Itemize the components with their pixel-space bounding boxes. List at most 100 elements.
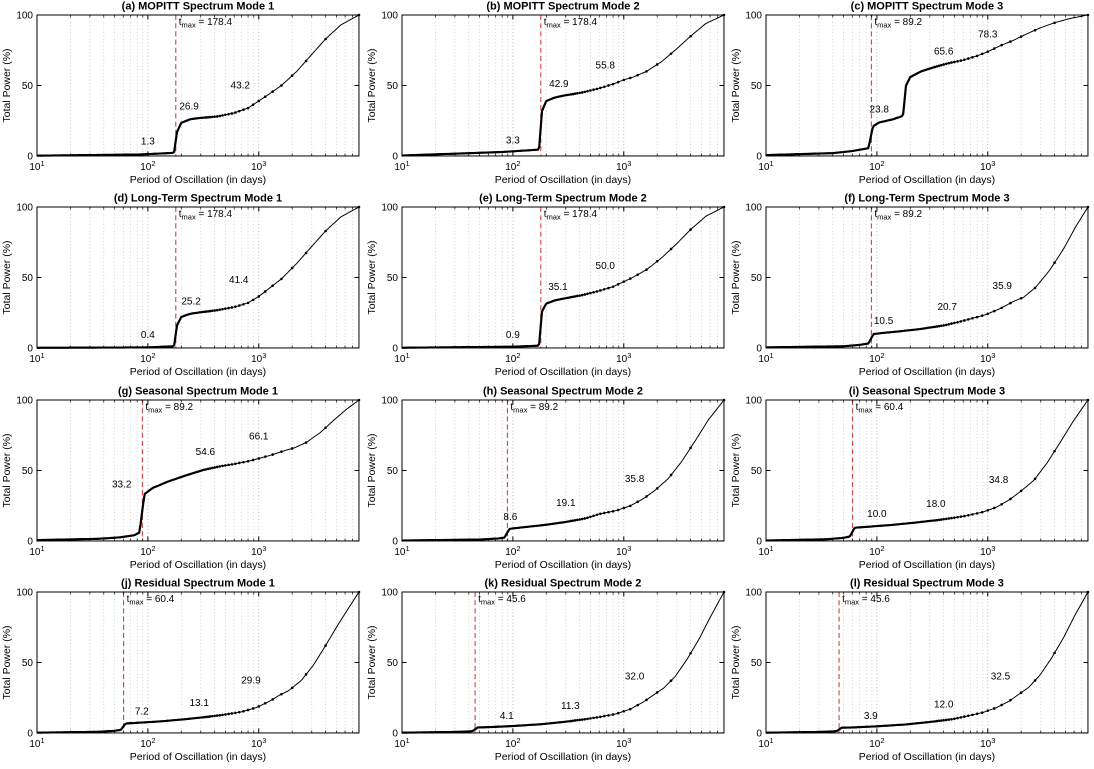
annotation-value: 42.9 xyxy=(549,79,569,90)
data-marker xyxy=(204,310,208,314)
x-tick-label: 103 xyxy=(616,351,631,365)
annotation-value: 78.3 xyxy=(978,30,998,41)
data-marker xyxy=(578,91,581,95)
data-marker xyxy=(669,473,673,476)
data-marker xyxy=(1000,703,1004,707)
data-marker xyxy=(986,709,990,712)
y-tick-label: 50 xyxy=(22,658,34,669)
data-marker xyxy=(575,718,579,722)
y-axis-label: Total Power (%) xyxy=(731,48,742,122)
data-marker xyxy=(224,712,227,716)
data-marker xyxy=(688,651,692,655)
data-marker xyxy=(950,61,954,64)
data-marker xyxy=(588,514,592,518)
data-marker xyxy=(936,325,939,329)
data-marker xyxy=(959,320,963,323)
data-marker xyxy=(971,713,975,716)
data-marker xyxy=(1034,476,1037,480)
data-marker xyxy=(206,310,210,313)
data-marker xyxy=(622,506,625,509)
data-marker xyxy=(206,115,210,119)
y-tick-label: 100 xyxy=(16,203,33,214)
data-marker xyxy=(938,518,941,521)
data-marker xyxy=(959,514,963,518)
data-marker xyxy=(206,715,210,718)
data-marker xyxy=(280,692,283,696)
subplot-h-cell: 101 102 103 0 50 100 (h) Seasonal Spectrum Mod… xyxy=(365,385,730,577)
x-tick-label: 103 xyxy=(980,351,995,365)
data-marker xyxy=(959,59,963,62)
plot-title: (l) Residual Spectrum Mode 3 xyxy=(850,577,1004,589)
data-marker xyxy=(688,34,692,38)
data-marker xyxy=(210,466,214,469)
y-axis-label: Total Power (%) xyxy=(2,433,13,507)
x-tick-label: 102 xyxy=(870,351,885,365)
data-marker xyxy=(947,61,951,65)
data-marker xyxy=(942,718,946,722)
power-curve xyxy=(36,14,360,157)
data-marker xyxy=(611,285,615,289)
data-marker xyxy=(636,499,639,503)
annotation-value: 11.3 xyxy=(561,701,580,712)
y-axis-label: Total Power (%) xyxy=(2,241,13,315)
annotation-value: 13.1 xyxy=(189,698,209,709)
x-axis-label: Period of Oscillation (in days) xyxy=(859,367,995,378)
data-marker xyxy=(933,325,937,329)
data-marker xyxy=(933,518,937,522)
annotation-value: 12.0 xyxy=(934,699,954,710)
data-marker xyxy=(1000,43,1004,47)
data-marker xyxy=(981,52,984,56)
data-marker xyxy=(583,717,586,721)
x-tick-label: 103 xyxy=(980,736,995,750)
data-marker xyxy=(644,698,648,701)
data-marker xyxy=(571,295,574,299)
tmax-label: tmax = 60.4 xyxy=(856,401,904,413)
annotation-value: 0.9 xyxy=(506,330,520,341)
annotation-value: 8.6 xyxy=(503,511,517,522)
data-marker xyxy=(1020,297,1023,300)
x-tick-label: 103 xyxy=(616,736,631,750)
y-axis-label: Total Power (%) xyxy=(731,433,742,507)
data-marker xyxy=(215,465,219,468)
data-marker xyxy=(940,719,943,722)
axes-box xyxy=(765,591,1089,734)
data-marker xyxy=(585,89,589,93)
data-marker xyxy=(942,324,946,327)
data-marker xyxy=(588,716,592,720)
data-marker xyxy=(602,288,606,291)
x-tick-label: 102 xyxy=(505,736,520,750)
x-tick-label: 103 xyxy=(980,159,995,173)
data-marker xyxy=(655,260,659,263)
data-marker xyxy=(976,316,979,319)
data-marker xyxy=(583,516,586,520)
data-marker xyxy=(1034,286,1037,290)
subplot-b-cell: 101 102 103 0 50 100 (b) MOPITT Spectrum Mode … xyxy=(365,0,730,192)
data-marker xyxy=(213,714,216,717)
data-marker xyxy=(208,310,212,313)
data-marker xyxy=(669,679,673,682)
x-axis-label: Period of Oscillation (in days) xyxy=(859,559,995,570)
data-marker xyxy=(945,517,948,520)
data-marker xyxy=(215,714,219,717)
y-tick-label: 0 xyxy=(757,728,763,739)
annotation-value: 3.9 xyxy=(864,711,878,722)
data-marker xyxy=(606,287,610,290)
axes-box xyxy=(36,14,360,157)
tmax-label: tmax = 89.2 xyxy=(875,17,923,29)
data-marker xyxy=(1009,698,1013,702)
data-marker xyxy=(967,318,970,321)
data-marker xyxy=(234,305,237,309)
data-marker xyxy=(616,283,620,286)
data-marker xyxy=(224,463,227,467)
data-marker xyxy=(208,714,212,718)
data-marker xyxy=(218,114,222,118)
power-curve-dense-dots xyxy=(36,468,206,541)
data-marker xyxy=(655,63,659,66)
subplot-e-cell: 101 102 103 0 50 100 (e) Long-Term Spectrum Mo… xyxy=(365,192,730,384)
data-marker xyxy=(571,92,574,96)
data-marker xyxy=(246,301,250,305)
